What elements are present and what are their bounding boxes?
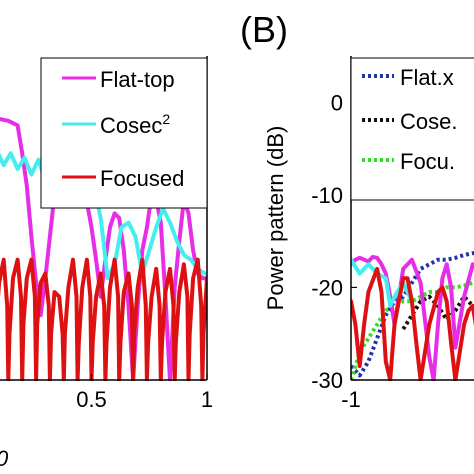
panel-1-series-5-line <box>351 266 474 381</box>
legend-a-label-3: Focused <box>100 166 184 191</box>
panel-a: 0.5 1 Flat-top Cosec2 Focused 0 <box>0 56 213 471</box>
panel-b-ylabel: Power pattern (dB) <box>263 126 288 311</box>
legend-b-label-1: Flat.x <box>400 65 454 90</box>
panel-1-series-0-line <box>351 251 474 378</box>
legend-a-label-2: Cosec2 <box>100 111 170 138</box>
legend-a-label-1: Flat-top <box>100 67 175 92</box>
panel-1-series-2-line <box>351 280 474 381</box>
panel-1-ytick-label-0: 0 <box>331 90 343 115</box>
legend-b-label-2: Cose. <box>400 109 457 134</box>
panel-a-legend-box <box>40 57 208 209</box>
panel-b: (B) Power pattern (dB) -1-0.0-10-20-30 F… <box>240 9 474 412</box>
panel-b-series <box>351 251 474 381</box>
panel-0-xtick-label-0: 0.5 <box>76 387 107 412</box>
panel-1-ytick-label-2: -20 <box>311 275 343 300</box>
panel-0-series-0-line <box>0 117 207 381</box>
panel-1-ytick-label-1: -10 <box>311 183 343 208</box>
panel-b-legend-box <box>350 57 474 201</box>
panel-0-xtick-label-1: 1 <box>201 387 213 412</box>
legend-a-label-2-text: Cosec <box>100 113 162 138</box>
panel-1-ytick-label-3: -30 <box>311 368 343 393</box>
legend-a-label-2-sup: 2 <box>162 111 170 127</box>
panel-b-legend: Flat.x Cose. Focu. <box>350 57 474 201</box>
panel-1-series-4-line <box>351 257 414 308</box>
legend-b-label-3: Focu. <box>400 149 455 174</box>
panel-a-cropped-tick: 0 <box>0 446 9 471</box>
panel-a-legend: Flat-top Cosec2 Focused <box>40 57 208 209</box>
panel-b-label: (B) <box>240 9 288 50</box>
panel-b-axes: -1-0.0-10-20-30 <box>311 56 474 412</box>
panel-1-xtick-label-0: -1 <box>341 387 361 412</box>
